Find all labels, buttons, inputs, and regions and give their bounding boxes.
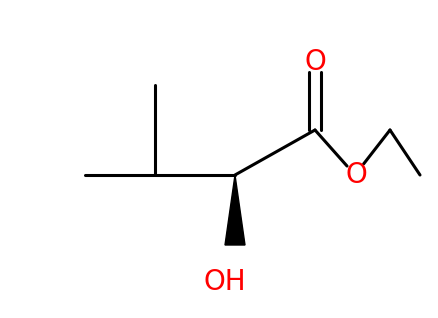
- Polygon shape: [225, 175, 245, 245]
- Text: OH: OH: [204, 268, 246, 296]
- Text: O: O: [345, 161, 367, 189]
- Text: O: O: [304, 48, 326, 76]
